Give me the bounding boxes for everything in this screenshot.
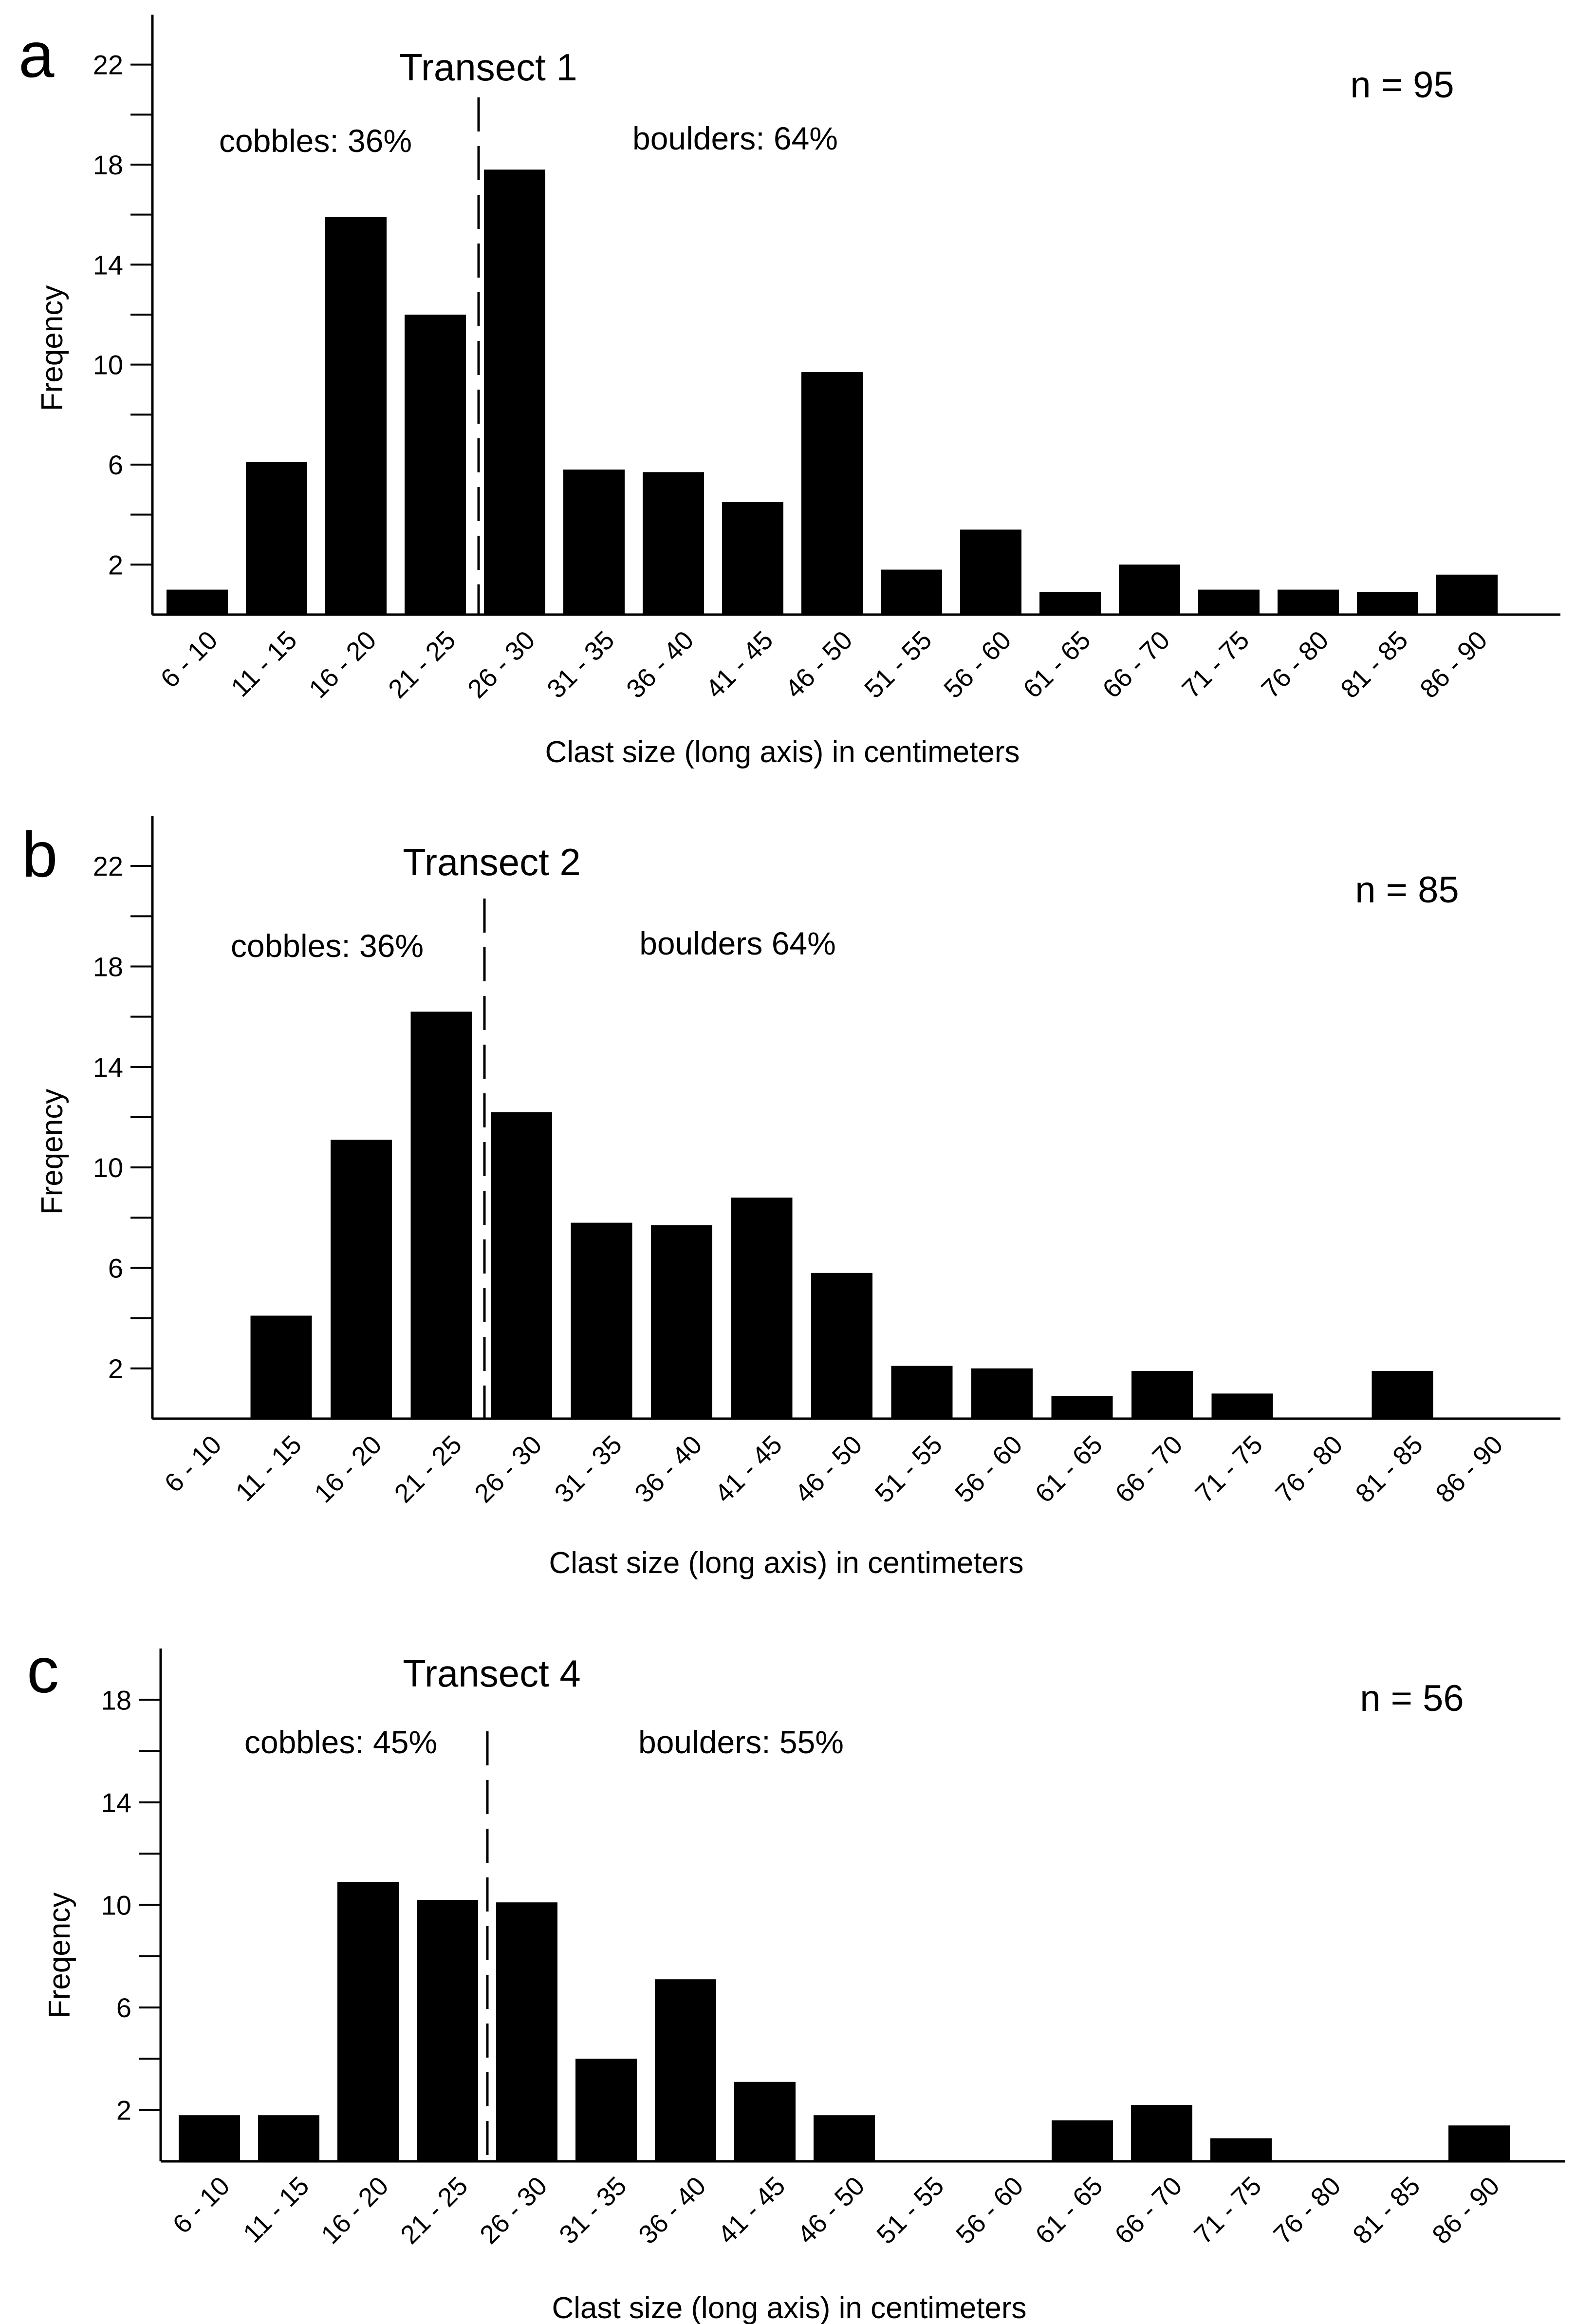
boulders-annotation: boulders: 55% xyxy=(638,1724,844,1760)
sample-count: n = 85 xyxy=(1355,869,1459,911)
chart-title: Transect 4 xyxy=(403,1652,581,1695)
sample-count: n = 95 xyxy=(1350,64,1454,106)
bar xyxy=(722,502,783,615)
bar xyxy=(960,529,1021,615)
bar xyxy=(881,569,942,615)
panel-label: b xyxy=(22,819,57,890)
bar xyxy=(325,217,387,615)
y-tick-label: 14 xyxy=(93,249,123,280)
sample-count: n = 56 xyxy=(1360,1678,1464,1719)
y-axis-label: Freqency xyxy=(43,1893,76,2018)
y-tick-label: 10 xyxy=(93,350,123,380)
chart-title: Transect 2 xyxy=(403,841,581,883)
bar xyxy=(1211,1393,1273,1419)
y-tick-label: 18 xyxy=(93,952,123,982)
bar xyxy=(1198,589,1260,615)
bar xyxy=(491,1112,552,1419)
bar xyxy=(814,2115,875,2161)
bar xyxy=(1436,574,1498,615)
boulders-annotation: boulders: 64% xyxy=(632,120,838,156)
bar xyxy=(1119,564,1180,615)
cobbles-annotation: cobbles: 36% xyxy=(231,928,424,964)
bar xyxy=(484,169,545,615)
bar xyxy=(337,1882,399,2161)
y-tick-label: 22 xyxy=(93,851,123,881)
y-tick-label: 10 xyxy=(101,1890,131,1921)
bar xyxy=(971,1368,1033,1419)
x-axis-label: Clast size (long axis) in centimeters xyxy=(552,2291,1026,2324)
y-tick-label: 14 xyxy=(101,1787,131,1818)
bar xyxy=(734,2081,796,2161)
bar xyxy=(655,1979,716,2161)
bar xyxy=(1210,2138,1272,2161)
y-tick-label: 6 xyxy=(108,450,123,480)
y-tick-label: 6 xyxy=(108,1253,123,1284)
x-axis-label: Clast size (long axis) in centimeters xyxy=(545,735,1020,769)
y-tick-label: 2 xyxy=(108,1353,123,1384)
chart-title: Transect 1 xyxy=(399,46,577,89)
bar xyxy=(417,1899,478,2161)
y-tick-label: 6 xyxy=(116,1992,131,2023)
bar xyxy=(1131,2105,1192,2161)
bar xyxy=(250,1315,312,1419)
x-axis-label: Clast size (long axis) in centimeters xyxy=(549,1546,1023,1580)
y-tick-label: 10 xyxy=(93,1152,123,1183)
bar xyxy=(571,1222,632,1419)
bar xyxy=(1278,589,1339,615)
bar xyxy=(1039,592,1101,615)
bar xyxy=(167,589,228,615)
y-axis-label: Freqency xyxy=(36,1089,69,1215)
panel-label: c xyxy=(27,1634,59,1706)
boulders-annotation: boulders 64% xyxy=(639,925,836,961)
bar xyxy=(1051,1396,1113,1419)
bar xyxy=(891,1366,953,1419)
cobbles-annotation: cobbles: 36% xyxy=(219,123,412,159)
y-tick-label: 22 xyxy=(93,50,123,80)
bar xyxy=(563,469,625,615)
bar xyxy=(1052,2120,1113,2161)
bar xyxy=(575,2059,637,2161)
y-tick-label: 14 xyxy=(93,1052,123,1083)
bar xyxy=(1448,2125,1510,2161)
bar xyxy=(258,2115,319,2161)
bar xyxy=(731,1198,793,1419)
bar xyxy=(651,1225,712,1419)
bar xyxy=(811,1273,872,1419)
y-tick-label: 2 xyxy=(108,549,123,580)
y-tick-label: 2 xyxy=(116,2095,131,2126)
bar xyxy=(801,372,863,615)
bar xyxy=(405,315,466,615)
y-tick-label: 18 xyxy=(93,150,123,180)
bar xyxy=(1372,1370,1433,1419)
bar xyxy=(1131,1370,1193,1419)
cobbles-annotation: cobbles: 45% xyxy=(244,1724,437,1760)
bar xyxy=(643,472,704,615)
panel-label: a xyxy=(19,19,55,91)
bar xyxy=(331,1140,392,1419)
bar xyxy=(410,1012,472,1419)
bar xyxy=(246,462,307,615)
bar xyxy=(179,2115,240,2161)
bar xyxy=(1357,592,1418,615)
bar xyxy=(496,1902,557,2161)
y-tick-label: 18 xyxy=(101,1685,131,1715)
y-axis-label: Freqency xyxy=(36,285,69,411)
